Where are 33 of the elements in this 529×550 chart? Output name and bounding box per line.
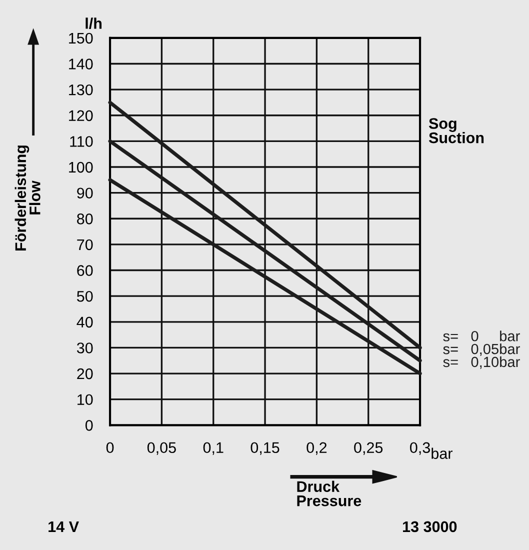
text: bar: [432, 448, 453, 459]
y-tick-label: 10: [78, 394, 93, 406]
y-tick-label: 30: [76, 342, 93, 354]
series-label: s= 0 bar: [443, 330, 520, 342]
x-tick-label: 0,25: [354, 442, 383, 455]
y-tick-label: 140: [69, 58, 93, 70]
y-tick-label: 150: [69, 32, 93, 44]
y-tick-label: 80: [77, 214, 93, 224]
x-tick-label: 0,15: [250, 442, 280, 455]
x-tick-label: 0: [106, 442, 114, 454]
series-label: s= 0,05bar: [443, 343, 520, 356]
text: Sog Suction: [428, 118, 484, 144]
y-tick-label: 110: [70, 136, 93, 147]
y-tick-label: 120: [69, 110, 93, 122]
y-tick-label: 90: [77, 188, 93, 199]
y-tick-label: 20: [77, 368, 93, 380]
text: 13 3000: [403, 521, 457, 532]
x-tick-label: 0,3: [410, 442, 430, 455]
y-tick-label: 40: [76, 316, 93, 328]
x-tick-label: 0,05: [147, 442, 176, 455]
x-axis-title: Druck Pressure: [297, 480, 362, 506]
x-tick-label: 0,1: [203, 442, 224, 455]
text: l/h: [86, 18, 102, 30]
y-tick-label: 100: [69, 162, 93, 173]
x-tick-label: 0,2: [306, 442, 327, 455]
y-tick-label: 70: [77, 239, 93, 250]
y-axis-title: Förderleistung Flow: [14, 146, 40, 250]
y-tick-label: 0: [85, 420, 93, 431]
text: 14 V: [48, 521, 79, 532]
series-label: s= 0,10bar: [443, 356, 520, 369]
y-tick-label: 130: [69, 84, 93, 96]
y-tick-label: 60: [77, 265, 93, 276]
y-tick-label: 50: [76, 290, 93, 302]
